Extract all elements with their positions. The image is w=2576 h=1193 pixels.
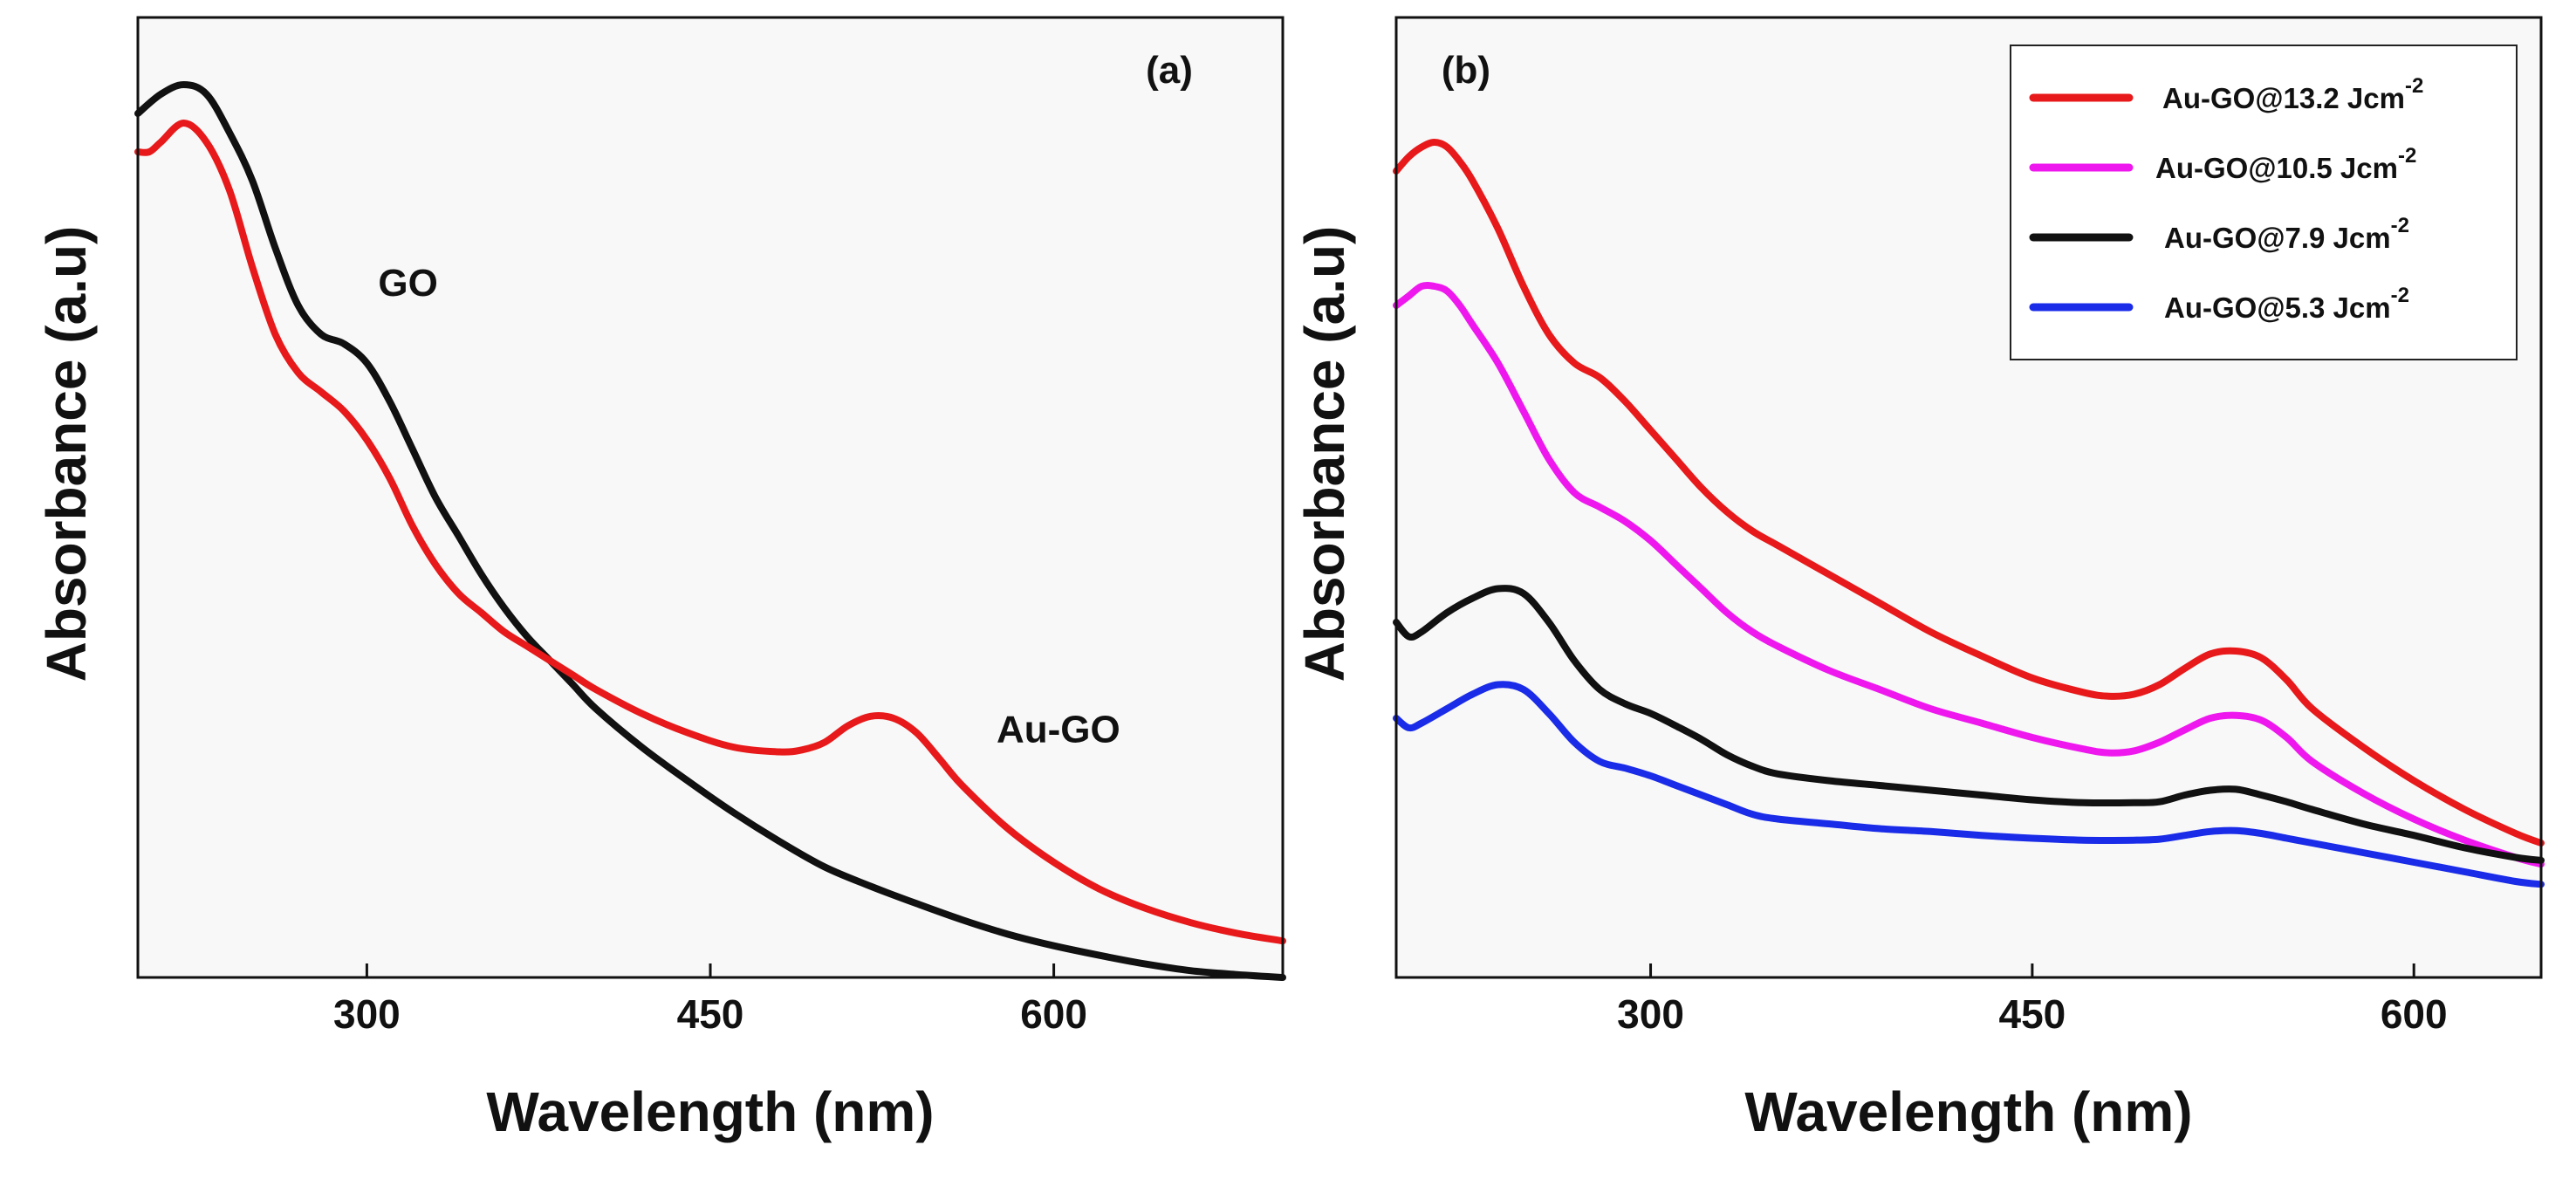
panel-a-series-group	[134, 81, 1286, 981]
legend-entry: Au-GO@7.9 Jcm-2	[2029, 214, 2409, 254]
x-tick-label: 600	[1020, 991, 1087, 1037]
panel-a: 300 450 600 (a) GO Au-GO Wavelength (nm) A…	[35, 16, 1286, 1143]
panel-b-x-axis-title: Wavelength (nm)	[1744, 1080, 2192, 1143]
annotation-go: GO	[378, 262, 437, 305]
panel-b-series-line-au-go-7-9-jcm	[1393, 585, 2545, 864]
panel-b-frame	[1394, 16, 2543, 979]
x-tick-label: 300	[1617, 991, 1684, 1037]
legend-label: Au-GO@10.5 Jcm-2	[2155, 144, 2416, 184]
x-tick-label: 600	[2381, 991, 2448, 1037]
panel-a-label: (a)	[1146, 49, 1193, 92]
panel-a-series-line-au-go	[134, 120, 1286, 945]
legend: Au-GO@13.2 Jcm-2 Au-GO@10.5 Jcm-2 Au-GO@…	[2010, 45, 2518, 360]
panel-b-series-line-au-go-13-2-jcm	[1393, 139, 2545, 847]
panel-b-ticks: 300 450 600	[1617, 963, 2448, 1037]
panel-a-plot-area	[138, 17, 1283, 977]
legend-entry: Au-GO@10.5 Jcm-2	[2029, 144, 2416, 184]
annotation-au-go: Au-GO	[997, 709, 1120, 751]
panel-b-series-line-au-go-5-3-jcm	[1393, 681, 2545, 888]
panel-b-series-group	[1393, 139, 2545, 888]
legend-label: Au-GO@5.3 Jcm-2	[2164, 284, 2409, 324]
x-tick-label: 450	[1999, 991, 2066, 1037]
panel-a-y-axis-title: Absorbance (a.u)	[35, 226, 98, 682]
panel-b-label: (b)	[1442, 49, 1490, 92]
legend-label: Au-GO@13.2 Jcm-2	[2162, 74, 2423, 114]
legend-entry: Au-GO@13.2 Jcm-2	[2029, 74, 2423, 114]
panel-a-series-line-go	[134, 81, 1286, 981]
panel-b: 300 450 600 (b) Wavelength (nm) Absorbance…	[1293, 16, 2545, 1143]
panel-a-ticks: 300 450 600	[333, 963, 1087, 1037]
panel-b-series-line-au-go-10-5-jcm	[1393, 281, 2545, 868]
x-tick-label: 450	[677, 991, 744, 1037]
panel-b-y-axis-title: Absorbance (a.u)	[1293, 226, 1356, 682]
legend-label: Au-GO@7.9 Jcm-2	[2164, 214, 2409, 254]
x-tick-label: 300	[333, 991, 401, 1037]
panel-a-x-axis-title: Wavelength (nm)	[486, 1080, 934, 1143]
legend-entry: Au-GO@5.3 Jcm-2	[2029, 284, 2409, 324]
